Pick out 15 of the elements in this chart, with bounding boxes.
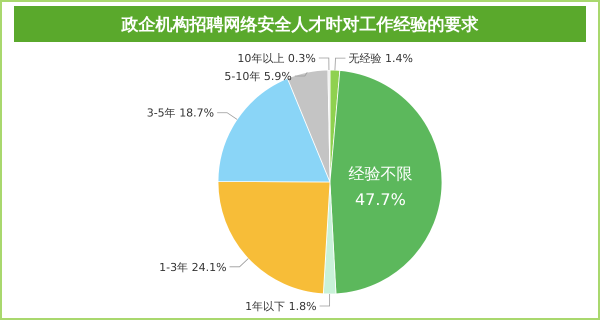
slice-label: 10年以上 — [237, 52, 288, 66]
data-label: 18.7% — [179, 106, 214, 120]
chart-title: 政企机构招聘网络安全人才时对工作经验的要求 — [120, 15, 480, 35]
slice-label: 5-10年 — [224, 70, 264, 84]
slice-label: 无经验 — [348, 52, 385, 66]
slice-label: 3-5年 — [146, 106, 180, 120]
data-label: 5.9% — [264, 70, 292, 84]
slice-label: 1-3年 — [159, 260, 192, 274]
slice-label: 经验不限 — [348, 164, 412, 183]
data-label: 0.3% — [288, 52, 316, 66]
slice-label: 1年以下 — [245, 300, 289, 313]
data-label: 24.1% — [192, 260, 227, 274]
data-label: 47.7% — [354, 190, 406, 209]
data-label: 1.4% — [384, 52, 413, 66]
data-label: 1.8% — [288, 300, 317, 313]
